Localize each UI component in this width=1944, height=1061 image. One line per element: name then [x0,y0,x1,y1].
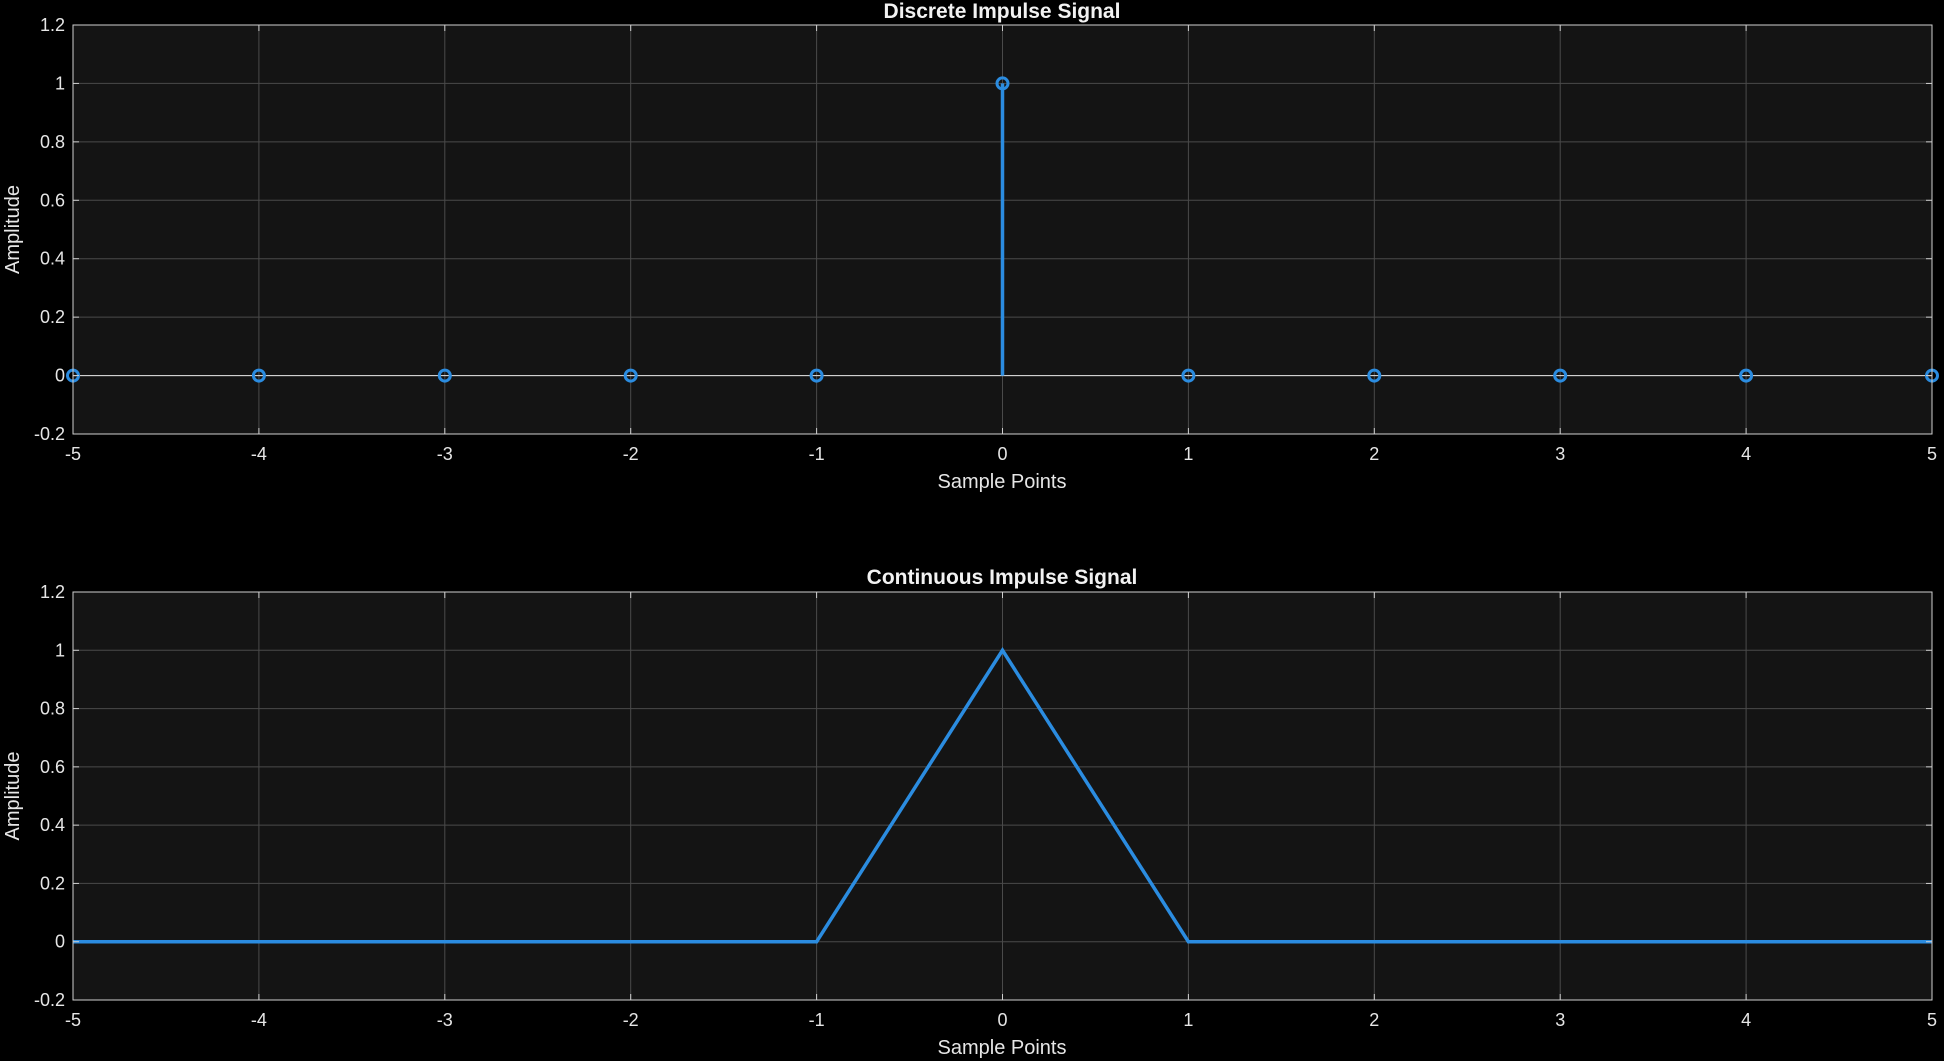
chart-title: Continuous Impulse Signal [867,566,1138,589]
discrete-impulse-axes[interactable]: -5 -4 -3 -2 -1 0 1 2 3 4 5 -0.2 0 0.2 0.4 0.6 0.8 1 1.2 Di… [2,0,1939,493]
x-tick-label: -4 [251,444,267,464]
y-tick-label: -0.2 [34,990,65,1010]
y-tick-label: 1.2 [40,15,65,35]
x-tick-label: 2 [1369,1010,1379,1030]
x-tick-label: 2 [1369,444,1379,464]
tick-labels: -5 -4 -3 -2 -1 0 1 2 3 4 5 -0.2 0 0.2 0.4 0.6 0.8 1 1.2 [34,582,1937,1030]
y-tick-label: 0.8 [40,132,65,152]
y-axis-label: Amplitude [2,752,24,841]
x-tick-label: 3 [1555,1010,1565,1030]
x-tick-label: -3 [437,444,453,464]
x-axis-label: Sample Points [938,1037,1067,1059]
x-tick-label: 4 [1741,444,1751,464]
stem-marker [251,368,266,383]
y-tick-label: 0.2 [40,873,65,893]
y-tick-label: 0.8 [40,699,65,719]
x-tick-label: -1 [809,1010,825,1030]
x-tick-label: 3 [1555,444,1565,464]
stem-marker [1181,368,1196,383]
y-tick-label: 0 [55,366,65,386]
x-tick-label: 1 [1183,1010,1193,1030]
y-tick-label: 0.4 [40,815,65,835]
y-tick-label: 0.6 [40,757,65,777]
x-tick-label: 5 [1927,444,1937,464]
x-tick-label: -5 [65,444,81,464]
x-tick-label: 1 [1183,444,1193,464]
x-tick-label: -4 [251,1010,267,1030]
x-tick-label: 0 [997,1010,1007,1030]
x-tick-label: 0 [997,444,1007,464]
x-axis-label: Sample Points [938,471,1067,493]
stem-marker [995,76,1010,91]
x-tick-label: -5 [65,1010,81,1030]
y-tick-label: 1 [55,73,65,93]
y-axis-label: Amplitude [2,185,24,274]
stem-marker [623,368,638,383]
y-tick-label: -0.2 [34,424,65,444]
x-tick-label: -1 [809,444,825,464]
y-tick-label: 1.2 [40,582,65,602]
stem-marker [1367,368,1382,383]
x-tick-label: 4 [1741,1010,1751,1030]
x-tick-label: -2 [623,444,639,464]
stem-marker [437,368,452,383]
y-tick-label: 0.6 [40,190,65,210]
y-tick-label: 0 [55,932,65,952]
x-tick-label: -2 [623,1010,639,1030]
y-tick-label: 0.2 [40,307,65,327]
x-tick-label: -3 [437,1010,453,1030]
chart-title: Discrete Impulse Signal [884,0,1121,23]
y-tick-label: 1 [55,640,65,660]
continuous-impulse-axes[interactable]: -5 -4 -3 -2 -1 0 1 2 3 4 5 -0.2 0 0.2 0.4 0.6 0.8 1 1.2 Co… [2,566,1937,1059]
x-tick-label: 5 [1927,1010,1937,1030]
stem-marker [1553,368,1568,383]
stem-marker [809,368,824,383]
stem-marker [1739,368,1754,383]
series [73,647,1932,944]
y-tick-label: 0.4 [40,249,65,269]
tick-labels: -5 -4 -3 -2 -1 0 1 2 3 4 5 -0.2 0 0.2 0.4 0.6 0.8 1 1.2 [34,15,1937,464]
series-line [73,647,1932,944]
